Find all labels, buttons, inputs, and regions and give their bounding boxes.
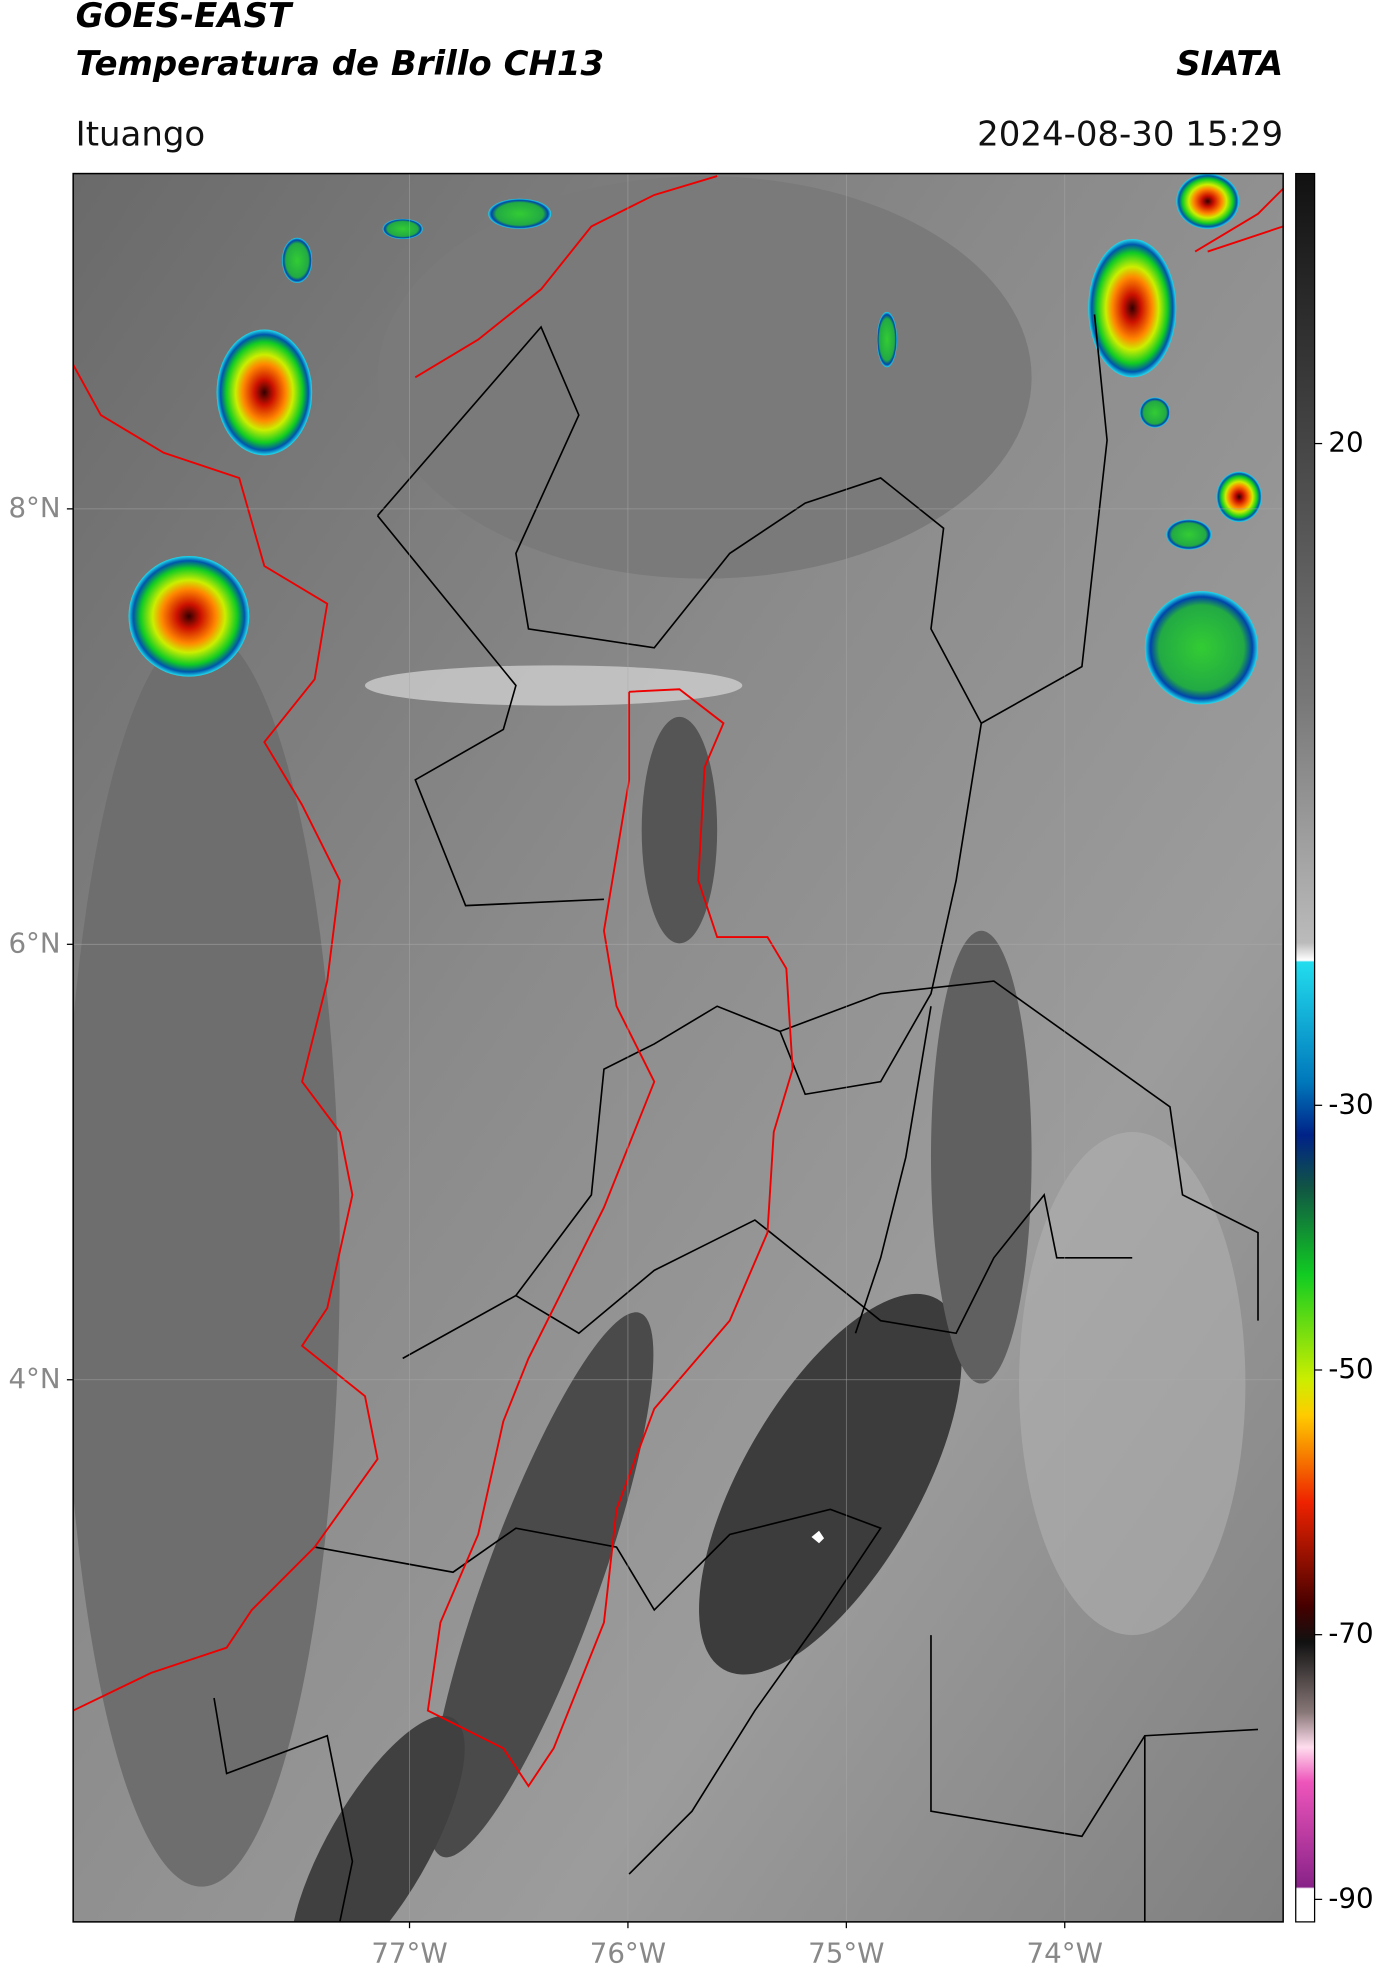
- colorbar-tick-label: -50: [1328, 1352, 1373, 1385]
- source: SIATA: [1176, 44, 1283, 84]
- x-tick-label: 77°W: [371, 1937, 447, 1970]
- subtitle: Temperatura de Brillo CH13: [76, 44, 604, 84]
- x-tick-label: 74°W: [1027, 1937, 1103, 1970]
- satellite-image: [73, 173, 1284, 1922]
- y-tick-label: 6°N: [8, 926, 60, 959]
- colorbar: [1295, 172, 1316, 1923]
- title: GOES-EAST: [76, 0, 294, 36]
- datetime: 2024-08-30 15:29: [977, 114, 1283, 154]
- x-tick-label: 76°W: [590, 1937, 666, 1970]
- colorbar-tick-label: -70: [1328, 1617, 1373, 1650]
- y-tick-label: 8°N: [8, 491, 60, 524]
- y-tick-label: 4°N: [8, 1362, 60, 1395]
- colorbar-tick-label: -90: [1328, 1881, 1373, 1914]
- grid: [73, 173, 1284, 1922]
- x-tick-label: 75°W: [808, 1937, 884, 1970]
- region: Ituango: [76, 114, 206, 154]
- colorbar-tick-label: 20: [1328, 426, 1363, 459]
- colorbar-tick-label: -30: [1328, 1087, 1373, 1120]
- map-frame: [72, 172, 1284, 1923]
